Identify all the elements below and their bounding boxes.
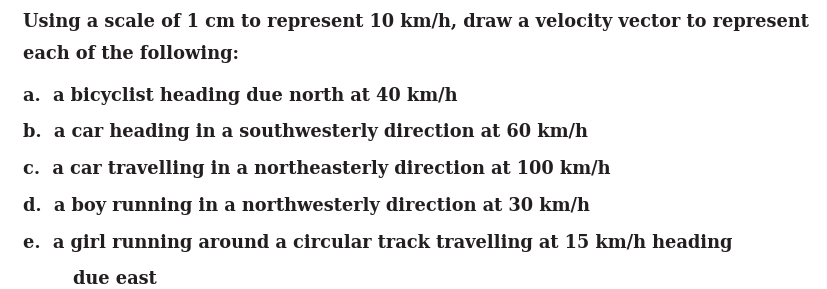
Text: Using a scale of 1 cm to represent 10 km/h, draw a velocity vector to represent: Using a scale of 1 cm to represent 10 km… [23, 13, 808, 31]
Text: d.  a boy running in a northwesterly direction at 30 km/h: d. a boy running in a northwesterly dire… [23, 197, 590, 215]
Text: each of the following:: each of the following: [23, 45, 239, 63]
Text: a.  a bicyclist heading due north at 40 km/h: a. a bicyclist heading due north at 40 k… [23, 87, 457, 105]
Text: b.  a car heading in a southwesterly direction at 60 km/h: b. a car heading in a southwesterly dire… [23, 123, 587, 141]
Text: due east: due east [73, 270, 156, 288]
Text: e.  a girl running around a circular track travelling at 15 km/h heading: e. a girl running around a circular trac… [23, 234, 732, 251]
Text: c.  a car travelling in a northeasterly direction at 100 km/h: c. a car travelling in a northeasterly d… [23, 160, 610, 178]
